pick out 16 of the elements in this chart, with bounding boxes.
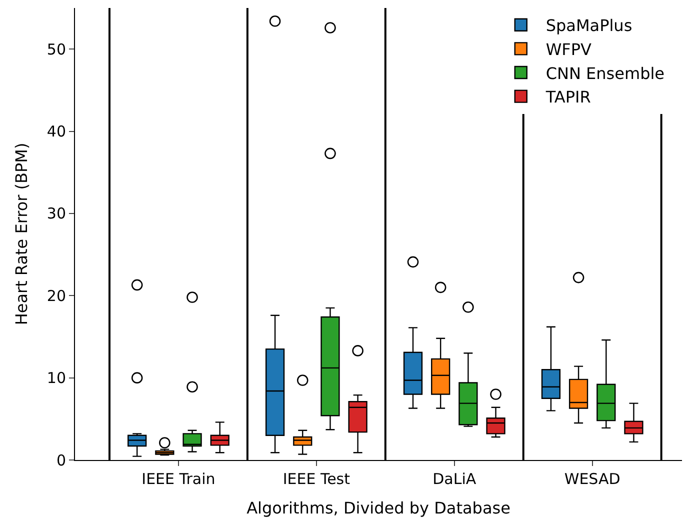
y-tick-label: 30: [46, 204, 66, 223]
x-tick-label: DaLiA: [432, 470, 477, 488]
x-tick-label: WESAD: [564, 470, 620, 488]
legend-label: WFPV: [546, 40, 592, 59]
y-axis-title: Heart Rate Error (BPM): [12, 142, 31, 326]
legend-label: CNN Ensemble: [546, 64, 665, 83]
y-tick-label: 10: [46, 369, 66, 388]
y-tick-label: 50: [46, 40, 66, 58]
y-tick-label: 40: [46, 122, 66, 141]
y-tick-label: 20: [46, 286, 66, 305]
legend-label: TAPIR: [544, 88, 591, 107]
legend-label: SpaMaPlus: [546, 16, 632, 36]
x-tick-label: IEEE Train: [142, 470, 216, 488]
x-axis-title: Algorithms, Divided by Database: [246, 498, 510, 518]
x-tick-label: IEEE Test: [282, 470, 350, 488]
y-tick-label: 0: [56, 451, 66, 470]
